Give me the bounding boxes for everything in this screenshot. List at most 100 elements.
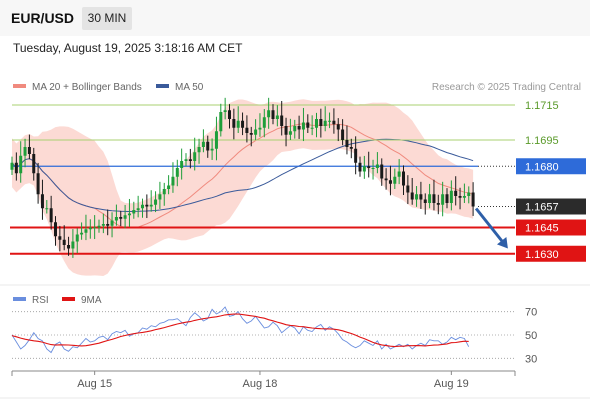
candle-body (380, 164, 384, 179)
candle-body (132, 210, 136, 214)
level-label-1.1657: 1.1657 (525, 202, 559, 214)
candle-body (297, 126, 301, 130)
candle-body (362, 166, 366, 172)
candle-body (175, 168, 179, 177)
candle-body (123, 215, 127, 219)
candle-body (397, 171, 401, 177)
candle-body (336, 124, 340, 130)
x-tick-label: Aug 19 (434, 378, 469, 390)
candle-body (432, 194, 436, 203)
candle-body (197, 147, 201, 153)
candle-body (23, 147, 27, 156)
candle-body (315, 119, 318, 128)
candle-body (458, 196, 462, 198)
header-bar: EUR/USD 30 MIN (0, 0, 590, 36)
candle-body (119, 217, 123, 219)
candle-body (114, 217, 118, 221)
candle-body (219, 112, 223, 132)
candle-body (223, 110, 227, 112)
candle-body (271, 110, 275, 119)
candle-body (110, 220, 114, 226)
candle-body (88, 227, 92, 230)
x-tick-label: Aug 18 (243, 378, 278, 390)
candle-body (288, 131, 292, 135)
candle-body (384, 178, 388, 181)
candle-body (145, 204, 149, 207)
instrument-title: EUR/USD (11, 10, 75, 26)
legend-swatch-9ma (62, 297, 75, 301)
candle-body (201, 141, 205, 147)
level-tag-1.1645 (516, 219, 586, 236)
candle-body (462, 196, 466, 198)
candle-body (80, 232, 84, 235)
candle-body (84, 229, 88, 233)
candle-body (62, 239, 66, 245)
candle-body (306, 122, 310, 128)
forecast-arrow-head (496, 236, 508, 249)
candle-body (258, 127, 262, 130)
legend-swatch-ma50 (156, 84, 169, 88)
level-label-1.1645: 1.1645 (525, 223, 559, 235)
candle-body (167, 185, 171, 189)
candle-body (36, 173, 40, 195)
legend-swatch-rsi (13, 297, 26, 301)
candle-body (193, 152, 197, 161)
candle-body (345, 140, 349, 147)
timestamp: Tuesday, August 19, 2025 3:18:16 AM CET (13, 41, 243, 55)
candle-body (367, 166, 371, 168)
candle-body (441, 194, 445, 205)
candle-body (149, 204, 153, 207)
candle-body (188, 159, 192, 161)
candle-body (328, 120, 332, 122)
candle-body (93, 227, 97, 229)
candle-body (158, 194, 162, 200)
candle-body (419, 194, 423, 200)
candle-body (180, 161, 184, 168)
timeframe-button[interactable]: 30 MIN (82, 7, 132, 30)
candle-body (45, 208, 49, 210)
candle-body (454, 190, 458, 196)
legend-label-ma50: MA 50 (175, 82, 204, 93)
candle-body (375, 164, 379, 168)
candle-body (97, 225, 101, 228)
candle-body (323, 120, 327, 126)
candle-body (236, 120, 240, 128)
candle-body (49, 208, 53, 223)
level-tag-1.1657 (516, 198, 586, 215)
candle-body (410, 192, 414, 200)
candle-body (245, 127, 249, 133)
level-label-1.1695: 1.1695 (525, 135, 559, 147)
rsi-tick-50: 50 (525, 330, 537, 342)
level-label-1.1630: 1.1630 (525, 249, 559, 261)
watermark: Research © 2025 Trading Central (432, 82, 581, 93)
level-tag-1.1630 (516, 245, 586, 262)
candle-body (445, 194, 449, 203)
candle-body (332, 120, 336, 125)
legend-label-ma20: MA 20 + Bollinger Bands (32, 82, 142, 93)
candle-body (341, 129, 345, 140)
candle-body (14, 162, 18, 174)
candle-body (32, 154, 36, 174)
candle-body (210, 148, 214, 151)
candle-body (67, 245, 71, 249)
candles (10, 97, 475, 258)
candle-body (449, 190, 453, 203)
rsi-ma-line (11, 313, 469, 348)
rsi-line (11, 306, 470, 354)
candle-body (358, 162, 362, 172)
forecast-arrow (474, 207, 506, 245)
legend-label-rsi: RSI (32, 295, 49, 306)
candle-body (232, 119, 236, 128)
candle-body (71, 241, 75, 249)
candle-body (249, 133, 253, 135)
candle-body (371, 168, 375, 169)
candle-body (154, 199, 158, 205)
level-label-1.1680: 1.1680 (525, 161, 559, 173)
candle-body (75, 234, 79, 242)
candle-body (262, 117, 266, 128)
candle-body (406, 185, 410, 193)
x-tick-label: Aug 15 (77, 378, 112, 390)
candle-body (267, 110, 271, 118)
candle-body (254, 129, 258, 135)
